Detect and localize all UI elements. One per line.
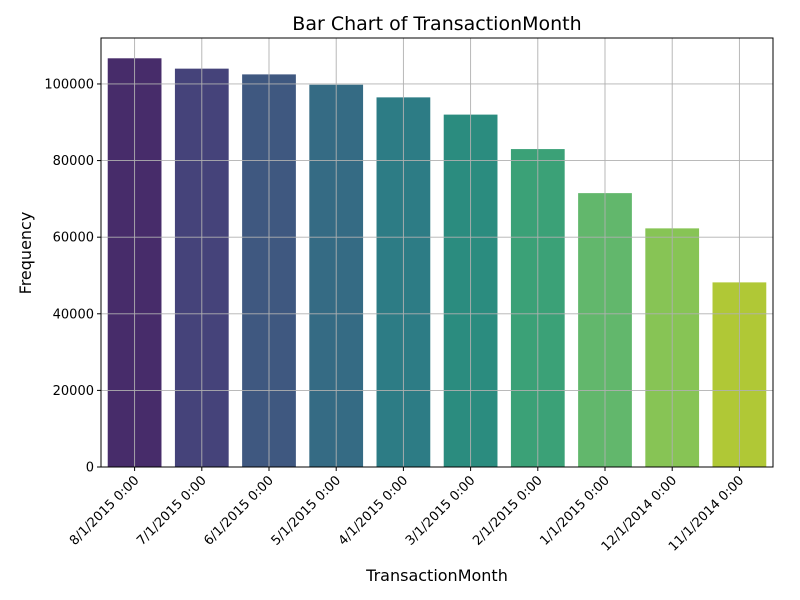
x-tick-label: 5/1/2015 0:00 (269, 473, 344, 548)
y-tick-label: 20000 (53, 384, 94, 399)
x-ticks-layer: 8/1/2015 0:007/1/2015 0:006/1/2015 0:005… (67, 467, 747, 555)
y-tick-label: 100000 (44, 77, 94, 92)
grid-layer (101, 38, 773, 468)
y-ticks-layer: 0 20000 40000 60000 80000 100000 (44, 77, 101, 476)
y-tick-label: 60000 (53, 231, 94, 246)
y-tick-label: 80000 (53, 154, 94, 169)
plot-frame (100, 37, 774, 468)
x-tick-label: 4/1/2015 0:00 (336, 473, 411, 548)
x-tick-label: 8/1/2015 0:00 (67, 473, 142, 548)
x-axis-label: TransactionMonth (365, 566, 508, 585)
y-tick-label: 0 (86, 461, 94, 476)
x-tick-label: 7/1/2015 0:00 (134, 473, 209, 548)
x-tick-label: 2/1/2015 0:00 (470, 473, 545, 548)
x-tick-label: 3/1/2015 0:00 (403, 473, 478, 548)
y-axis-label: Frequency (16, 212, 35, 295)
x-tick-label: 1/1/2015 0:00 (537, 473, 612, 548)
axes-layer (100, 37, 774, 468)
chart-title: Bar Chart of TransactionMonth (292, 13, 581, 35)
x-tick-label: 6/1/2015 0:00 (201, 473, 276, 548)
bars-layer: 8/1/2015 0:00: 1067007/1/2015 0:00: 1040… (107, 58, 767, 468)
y-tick-label: 40000 (53, 307, 94, 322)
